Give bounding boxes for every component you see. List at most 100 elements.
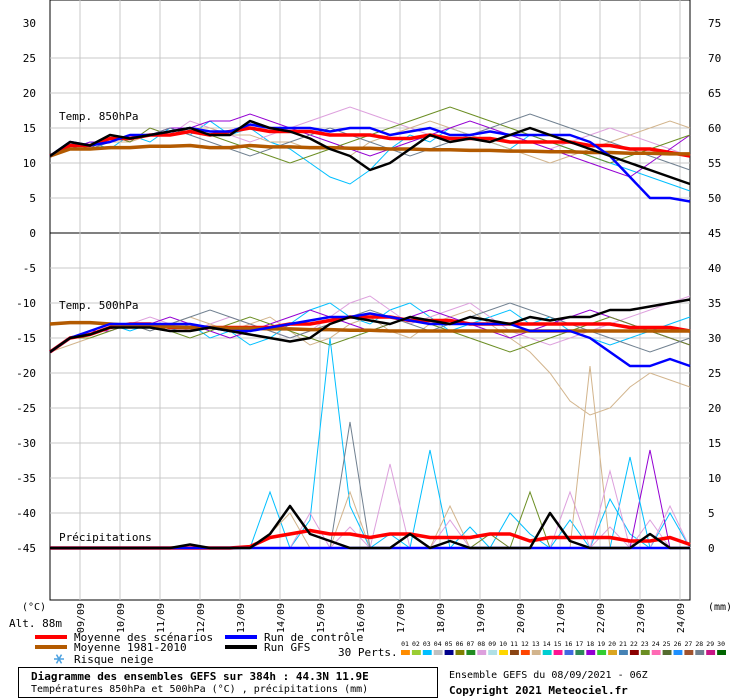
pert-swatch xyxy=(466,650,476,655)
p850-member-line xyxy=(49,113,691,171)
pert-number: 26 xyxy=(674,640,682,648)
pert-swatch xyxy=(651,650,661,655)
pert-swatch xyxy=(455,650,465,655)
pert-swatch xyxy=(662,650,672,655)
pert-swatch xyxy=(706,650,716,655)
x-tick-label: 20/09 xyxy=(516,603,527,633)
pert-number: 04 xyxy=(434,640,442,648)
legend-snow-label: Risque neige xyxy=(74,653,153,666)
x-tick-label: 22/09 xyxy=(596,603,607,633)
pert-swatch xyxy=(422,650,432,655)
ensemble-info: Ensemble GEFS du 08/09/2021 - 06Z xyxy=(449,670,648,681)
pert-number: 18 xyxy=(586,640,594,648)
x-tick-label: 18/09 xyxy=(436,603,447,633)
footer-title: Diagramme des ensembles GEFS sur 384h : … xyxy=(31,670,369,683)
y-tick-right-850: 65 xyxy=(708,87,721,100)
pert-swatch xyxy=(433,650,443,655)
y-tick-500: -20 xyxy=(16,367,36,380)
y-tick-500: -10 xyxy=(16,297,36,310)
left-unit: (°C) xyxy=(22,602,46,613)
pert-swatch xyxy=(499,650,508,655)
pert-number: 22 xyxy=(630,640,638,648)
pert-swatch xyxy=(510,650,519,655)
y-tick-500: -5 xyxy=(23,262,36,275)
pert-swatch xyxy=(542,650,552,655)
y-tick-500: -15 xyxy=(16,332,36,345)
pert-swatch xyxy=(597,650,607,655)
y-tick-850: 15 xyxy=(23,122,36,135)
pert-number: 02 xyxy=(412,640,420,648)
panel-title-850: Temp. 850hPa xyxy=(59,110,138,123)
perts-label: 30 Perts. xyxy=(338,646,398,659)
y-tick-right-850: 70 xyxy=(708,52,721,65)
y-tick-850: 25 xyxy=(23,52,36,65)
copyright: Copyright 2021 Meteociel.fr xyxy=(449,684,628,697)
legend-label: Run de contrôle xyxy=(264,631,363,644)
x-tick-label: 13/09 xyxy=(236,603,247,633)
pert-swatch xyxy=(564,650,574,655)
pert-swatch xyxy=(477,650,487,655)
legend-swatch xyxy=(225,635,257,639)
pert-number: 19 xyxy=(597,640,605,648)
pert-number: 27 xyxy=(684,640,692,648)
pert-swatch xyxy=(608,650,617,655)
pert-swatch xyxy=(640,650,650,655)
y-tick-right-850: 75 xyxy=(708,17,721,30)
pert-swatch xyxy=(695,650,705,655)
legend-swatch xyxy=(225,645,257,649)
y-tick-precip: 25 xyxy=(708,367,721,380)
p500-member-line xyxy=(49,295,691,353)
p850-series-line xyxy=(49,143,690,158)
pert-number: 17 xyxy=(575,640,583,648)
y-tick-right-850: 55 xyxy=(708,157,721,170)
legend-label: Moyenne 1981-2010 xyxy=(74,641,187,654)
pert-swatch xyxy=(520,650,530,655)
pert-number: 08 xyxy=(477,640,485,648)
y-tick-precip: 35 xyxy=(708,297,721,310)
pert-number: 11 xyxy=(510,640,518,648)
y-tick-precip: 40 xyxy=(708,262,721,275)
pert-number: 16 xyxy=(565,640,573,648)
pert-swatch xyxy=(444,650,454,655)
p500-series-line xyxy=(49,320,690,333)
y-tick-500: -30 xyxy=(16,437,36,450)
pert-swatch xyxy=(411,650,421,655)
pert-number: 29 xyxy=(706,640,714,648)
p500-series-line xyxy=(48,315,691,354)
y-tick-850: 20 xyxy=(23,87,36,100)
x-tick-label: 19/09 xyxy=(476,603,487,633)
y-tick-850: 30 xyxy=(23,17,36,30)
p500-series-line xyxy=(49,312,691,368)
x-tick-label: 16/09 xyxy=(356,603,367,633)
x-tick-label: 23/09 xyxy=(636,603,647,633)
pert-swatch xyxy=(531,650,541,655)
legend-swatch xyxy=(35,645,67,649)
pert-number: 25 xyxy=(663,640,671,648)
legend-swatch xyxy=(35,635,67,639)
pert-number: 14 xyxy=(543,640,551,648)
pert-swatch xyxy=(488,650,498,655)
pert-swatch xyxy=(717,650,726,655)
panel-500-frame xyxy=(49,232,691,601)
pert-swatch xyxy=(586,650,596,655)
y-tick-precip: 30 xyxy=(708,332,721,345)
y-tick-precip: 10 xyxy=(708,472,721,485)
y-tick-precip: 20 xyxy=(708,402,721,415)
y-tick-850: 0 xyxy=(29,227,36,240)
x-tick-label: 09/09 xyxy=(76,603,87,633)
right-unit: (mm) xyxy=(708,602,732,613)
pert-swatch xyxy=(673,650,683,655)
pert-number: 21 xyxy=(619,640,627,648)
y-tick-precip: 5 xyxy=(708,507,715,520)
pert-number: 06 xyxy=(456,640,464,648)
y-tick-850: 10 xyxy=(23,157,36,170)
pert-number: 03 xyxy=(423,640,431,648)
panel-title-500: Temp. 500hPa xyxy=(59,299,138,312)
x-tick-label: 15/09 xyxy=(316,603,327,633)
x-tick-label: 14/09 xyxy=(276,603,287,633)
p500-series-line xyxy=(49,298,691,354)
pert-number: 20 xyxy=(608,640,616,648)
footer-subtitle: Températures 850hPa et 500hPa (°C) , pré… xyxy=(31,684,369,695)
snow-icon xyxy=(54,654,64,664)
